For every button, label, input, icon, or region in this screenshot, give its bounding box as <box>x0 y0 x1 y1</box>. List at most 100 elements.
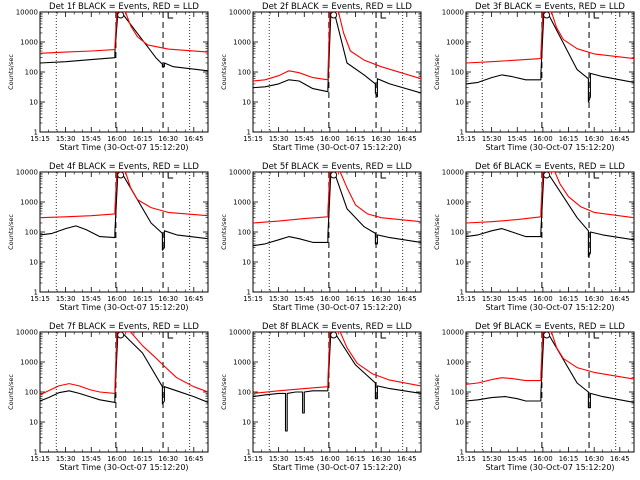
plot-area <box>466 172 634 292</box>
flare-circle-marker <box>543 171 551 179</box>
series-events-line <box>40 172 208 251</box>
x-tick-label: 16:15 <box>346 135 366 143</box>
x-tick-label: 16:15 <box>133 455 153 463</box>
y-axis-label: Counts/sec <box>7 374 15 410</box>
panel-det-4f: Det 4f BLACK = Events, RED = LLD 1 10 100 10… <box>7 162 209 312</box>
y-tick-label: 1000 <box>446 39 464 47</box>
y-tick-label: 1 <box>34 289 38 297</box>
plot-area <box>466 332 634 452</box>
y-tick-label: 10 <box>242 259 251 267</box>
series-events-line <box>253 172 421 247</box>
flare-circle-marker <box>117 11 125 19</box>
bracket-marker <box>380 332 387 339</box>
y-tick-label: 10000 <box>16 169 38 177</box>
y-tick-label: 10000 <box>16 329 38 337</box>
x-tick-label: 16:45 <box>184 295 204 303</box>
x-tick-label: 15:45 <box>294 295 314 303</box>
x-tick-label: 15:30 <box>269 455 289 463</box>
panel-det-3f: Det 3f BLACK = Events, RED = LLD 1 10 100 10… <box>433 2 635 152</box>
x-tick-label: 15:15 <box>243 295 263 303</box>
series-lld-line <box>253 172 421 224</box>
bracket-marker <box>593 172 600 179</box>
series-lld-line <box>253 12 421 82</box>
y-tick-label: 1 <box>460 289 464 297</box>
plot-frame <box>465 331 635 453</box>
x-tick-label: 15:45 <box>81 295 101 303</box>
x-tick-label: 16:00 <box>533 455 553 463</box>
series-events-line <box>40 12 208 72</box>
x-tick-label: 16:45 <box>184 455 204 463</box>
x-tick-label: 16:30 <box>584 455 604 463</box>
x-tick-label: 16:15 <box>559 135 579 143</box>
x-tick-label: 15:15 <box>30 135 50 143</box>
x-tick-label: 16:00 <box>533 295 553 303</box>
series-events-line <box>466 12 634 103</box>
series-lld-line <box>466 332 634 385</box>
x-tick-label: 16:15 <box>133 135 153 143</box>
y-tick-label: 10000 <box>229 169 251 177</box>
y-axis-label: Counts/sec <box>433 214 441 250</box>
y-tick-label: 10000 <box>16 9 38 17</box>
x-tick-label: 16:45 <box>610 455 630 463</box>
y-tick-label: 10 <box>455 419 464 427</box>
plot-frame <box>465 11 635 133</box>
x-axis-label: Start Time (30-Oct-07 15:12:20) <box>272 143 401 152</box>
bracket-marker <box>167 332 174 339</box>
x-tick-label: 16:15 <box>559 455 579 463</box>
series-lld-line <box>40 172 208 219</box>
y-axis-label: Counts/sec <box>220 374 228 410</box>
x-tick-label: 15:30 <box>269 135 289 143</box>
x-tick-label: 16:30 <box>584 135 604 143</box>
y-tick-label: 10000 <box>229 9 251 17</box>
y-axis-label: Counts/sec <box>433 54 441 90</box>
x-tick-label: 15:30 <box>482 135 502 143</box>
x-axis-label: Start Time (30-Oct-07 15:12:20) <box>485 463 614 472</box>
panel-det-7f: Det 7f BLACK = Events, RED = LLD 1 10 100 10… <box>7 322 209 472</box>
series-events-line <box>253 12 421 98</box>
x-tick-label: 16:00 <box>107 135 127 143</box>
x-axis-label: Start Time (30-Oct-07 15:12:20) <box>272 463 401 472</box>
y-tick-label: 1 <box>460 449 464 457</box>
x-tick-label: 16:30 <box>371 455 391 463</box>
x-tick-label: 16:30 <box>371 295 391 303</box>
y-tick-label: 10 <box>29 419 38 427</box>
y-tick-label: 10000 <box>442 9 464 17</box>
y-tick-label: 100 <box>451 389 464 397</box>
x-tick-label: 16:15 <box>559 295 579 303</box>
x-tick-label: 15:45 <box>507 455 527 463</box>
series-lld-line <box>466 172 634 224</box>
x-tick-label: 15:45 <box>294 455 314 463</box>
bracket-marker <box>167 12 174 19</box>
y-tick-label: 1000 <box>446 359 464 367</box>
y-tick-label: 10000 <box>229 329 251 337</box>
x-tick-label: 16:15 <box>133 295 153 303</box>
y-tick-label: 1 <box>460 129 464 137</box>
x-tick-label: 16:45 <box>397 295 417 303</box>
x-axis-label: Start Time (30-Oct-07 15:12:20) <box>485 303 614 312</box>
bracket-marker <box>380 172 387 179</box>
x-axis-label: Start Time (30-Oct-07 15:12:20) <box>59 463 188 472</box>
y-tick-label: 10 <box>242 419 251 427</box>
flare-circle-marker <box>330 331 338 339</box>
y-tick-label: 1000 <box>233 199 251 207</box>
y-tick-label: 100 <box>238 389 251 397</box>
series-lld-line <box>40 12 208 54</box>
x-tick-label: 16:00 <box>533 135 553 143</box>
series-events-line <box>40 332 208 405</box>
x-tick-label: 16:00 <box>320 295 340 303</box>
y-axis-label: Counts/sec <box>433 374 441 410</box>
x-tick-label: 15:15 <box>243 135 263 143</box>
x-tick-label: 15:45 <box>507 295 527 303</box>
y-tick-label: 1 <box>247 289 251 297</box>
x-tick-label: 16:30 <box>371 135 391 143</box>
x-axis-label: Start Time (30-Oct-07 15:12:20) <box>485 143 614 152</box>
panel-title: Det 8f BLACK = Events, RED = LLD <box>262 322 412 332</box>
series-events-line <box>253 332 421 432</box>
plot-frame <box>252 11 422 133</box>
plot-area <box>466 12 634 132</box>
y-tick-label: 10000 <box>442 329 464 337</box>
panel-det-5f: Det 5f BLACK = Events, RED = LLD 1 10 100 10… <box>220 162 422 312</box>
x-tick-label: 15:15 <box>456 295 476 303</box>
y-tick-label: 100 <box>25 389 38 397</box>
